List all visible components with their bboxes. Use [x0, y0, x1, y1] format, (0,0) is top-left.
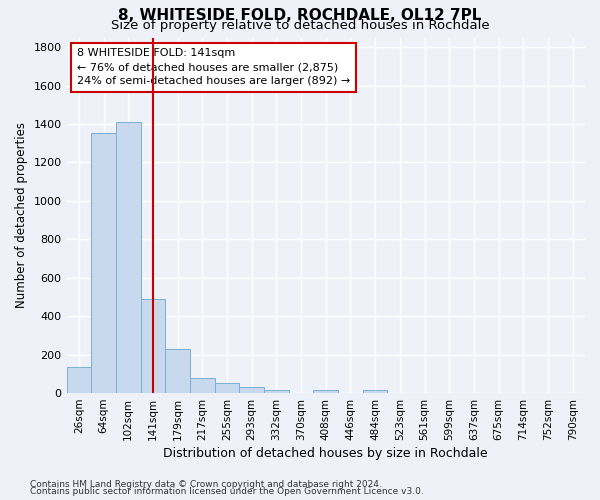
Bar	[91, 132, 116, 393]
Bar	[116, 122, 140, 393]
Bar	[264, 390, 289, 393]
Text: 8 WHITESIDE FOLD: 141sqm
← 76% of detached houses are smaller (2,875)
24% of sem: 8 WHITESIDE FOLD: 141sqm ← 76% of detach…	[77, 48, 350, 86]
Text: Contains public sector information licensed under the Open Government Licence v3: Contains public sector information licen…	[30, 487, 424, 496]
Bar	[67, 367, 91, 393]
Y-axis label: Number of detached properties: Number of detached properties	[15, 122, 28, 308]
Text: Size of property relative to detached houses in Rochdale: Size of property relative to detached ho…	[110, 18, 490, 32]
Bar	[190, 378, 215, 393]
X-axis label: Distribution of detached houses by size in Rochdale: Distribution of detached houses by size …	[163, 447, 488, 460]
Bar	[239, 388, 264, 393]
Bar	[165, 349, 190, 393]
Text: 8, WHITESIDE FOLD, ROCHDALE, OL12 7PL: 8, WHITESIDE FOLD, ROCHDALE, OL12 7PL	[118, 8, 482, 22]
Bar	[140, 299, 165, 393]
Bar	[313, 390, 338, 393]
Bar	[215, 384, 239, 393]
Text: Contains HM Land Registry data © Crown copyright and database right 2024.: Contains HM Land Registry data © Crown c…	[30, 480, 382, 489]
Bar	[363, 390, 388, 393]
